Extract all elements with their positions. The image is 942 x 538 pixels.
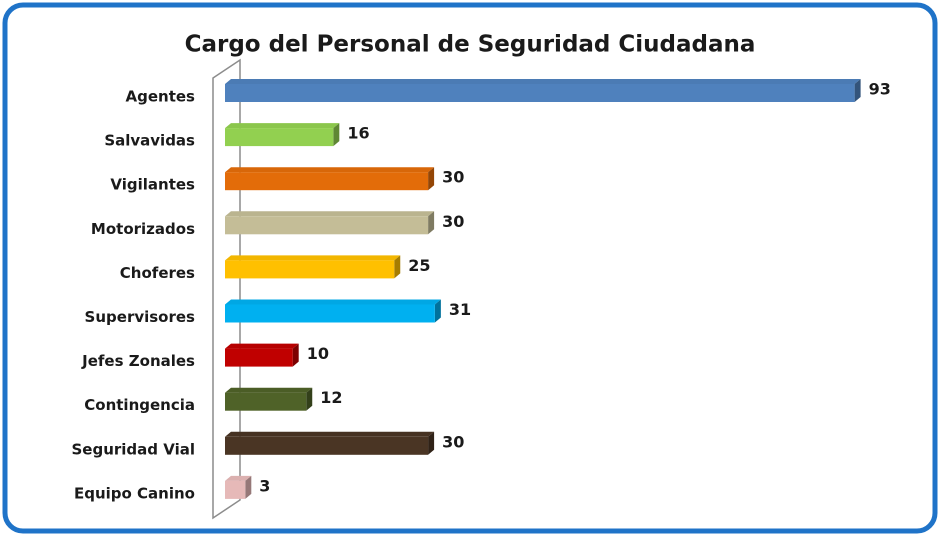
bar-top xyxy=(225,79,861,84)
bar xyxy=(225,172,429,191)
value-label: 12 xyxy=(320,388,342,407)
bar-top xyxy=(225,431,435,437)
category-label: Equipo Canino xyxy=(74,484,195,502)
bar-side xyxy=(333,123,340,147)
bar-top xyxy=(225,211,435,217)
bar-top xyxy=(225,255,401,261)
bar xyxy=(225,348,293,367)
bar-side xyxy=(306,387,313,411)
bar-side xyxy=(428,431,435,455)
category-label: Jefes Zonales xyxy=(81,352,195,370)
value-label: 30 xyxy=(442,432,464,451)
bar xyxy=(225,392,307,411)
bar-side xyxy=(292,343,299,367)
category-label: Supervisores xyxy=(85,308,196,326)
value-label: 3 xyxy=(259,476,270,495)
bar-top xyxy=(225,299,441,305)
value-label: 16 xyxy=(347,124,369,143)
bar-top xyxy=(225,475,252,481)
value-label: 10 xyxy=(307,344,329,363)
value-label: 30 xyxy=(442,168,464,187)
bar xyxy=(225,304,435,323)
value-label: 93 xyxy=(869,80,891,99)
value-label: 25 xyxy=(408,256,430,275)
category-label: Seguridad Vial xyxy=(71,440,195,458)
category-label: Agentes xyxy=(126,88,196,106)
bar-side xyxy=(434,299,441,323)
chart-title: Cargo del Personal de Seguridad Ciudadan… xyxy=(185,32,756,58)
value-label: 30 xyxy=(442,212,464,231)
bar-top xyxy=(225,123,340,129)
bar-side xyxy=(854,79,861,102)
bar xyxy=(225,260,395,279)
category-label: Contingencia xyxy=(84,396,195,414)
bar-top xyxy=(225,387,313,393)
bar-side xyxy=(245,475,252,499)
bar-side xyxy=(394,255,401,279)
bar-side xyxy=(428,167,435,191)
category-label: Choferes xyxy=(120,264,195,282)
bar xyxy=(225,480,246,499)
bar xyxy=(225,436,429,455)
bar xyxy=(225,84,855,102)
bar xyxy=(225,216,429,235)
category-label: Vigilantes xyxy=(110,176,195,194)
category-label: Motorizados xyxy=(91,220,195,238)
bar-top xyxy=(225,343,299,349)
bar-side xyxy=(428,211,435,235)
value-label: 31 xyxy=(449,300,471,319)
bar xyxy=(225,128,334,147)
category-label: Salvavidas xyxy=(104,132,195,150)
bar-top xyxy=(225,167,435,173)
